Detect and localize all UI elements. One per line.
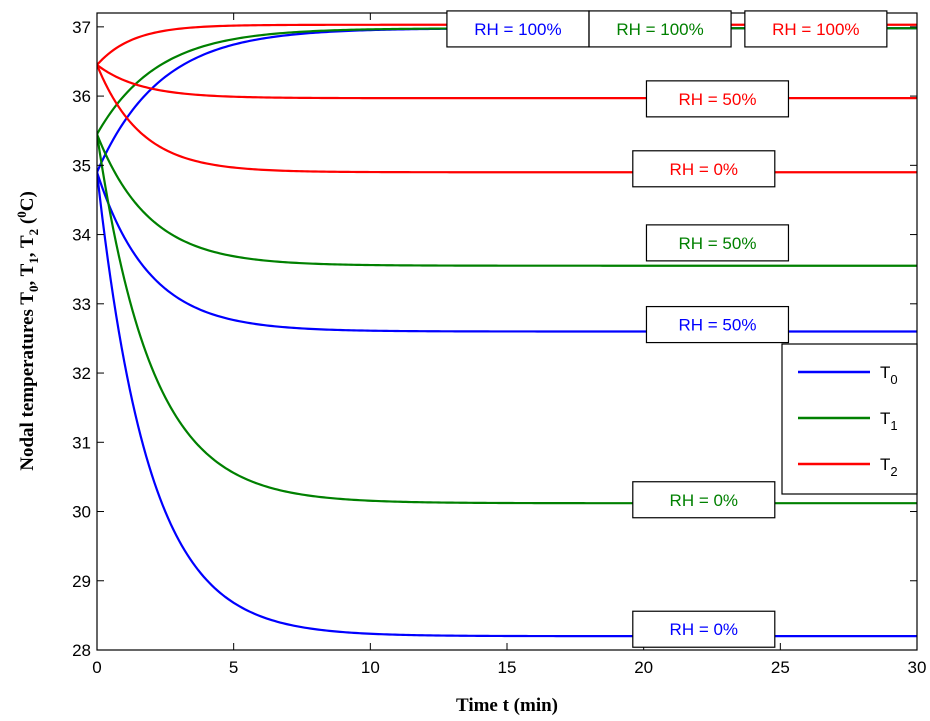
x-tick-label: 15 (498, 658, 517, 677)
x-tick-label: 25 (771, 658, 790, 677)
rh-annotation: RH = 100% (744, 10, 888, 48)
rh-annotation-box (744, 10, 888, 48)
rh-annotation-label: RH = 0% (670, 620, 739, 639)
rh-annotation: RH = 0% (632, 150, 776, 188)
y-axis-title-prefix: Nodal temperatures T (17, 292, 38, 471)
y-axis-title: Nodal temperatures T0, T1, T2 (0C) (14, 191, 41, 471)
y-tick-label: 33 (72, 295, 91, 314)
legend-label: T2 (880, 455, 898, 479)
y-tick-label: 28 (72, 641, 91, 660)
rh-annotation-box (446, 10, 590, 48)
series-line-t1-rh-0 (97, 134, 917, 505)
rh-annotation: RH = 0% (632, 481, 776, 519)
rh-annotation: RH = 50% (645, 80, 790, 118)
y-tick-label: 35 (72, 156, 91, 175)
series-line-t2-rh-0 (97, 64, 917, 174)
rh-annotation-label: RH = 50% (678, 234, 756, 253)
rh-annotation: RH = 50% (645, 224, 790, 262)
rh-annotation-box (645, 305, 790, 344)
y-axis-title-sep1: , T (17, 263, 38, 285)
rh-annotation-label: RH = 0% (670, 491, 739, 510)
y-axis-title-sub0: 0 (26, 286, 41, 293)
rh-annotation-label: RH = 0% (670, 160, 739, 179)
series-line-t1-rh-50 (97, 133, 917, 267)
rh-annotation: RH = 50% (645, 305, 790, 344)
y-axis-title-sub1: 1 (26, 257, 41, 264)
rh-annotation-label: RH = 100% (772, 20, 859, 39)
rh-annotation-label: RH = 100% (474, 20, 561, 39)
y-axis-title-unit-sup: 0 (14, 211, 29, 218)
rh-annotation-box (632, 150, 776, 188)
rh-annotation-box (632, 481, 776, 519)
rh-annotation-box (645, 224, 790, 262)
x-tick-label: 10 (361, 658, 380, 677)
x-axis-title: Time t (min) (456, 695, 558, 716)
y-tick-label: 36 (72, 87, 91, 106)
rh-annotation-box (645, 80, 790, 118)
rh-annotation-label: RH = 50% (678, 90, 756, 109)
y-tick-label: 30 (72, 503, 91, 522)
annotation-layer: RH = 100% RH = 100% RH = 100% RH = 50% RH = … (446, 10, 888, 648)
rh-annotation: RH = 100% (446, 10, 590, 48)
y-tick-label: 37 (72, 18, 91, 37)
x-tick-label: 0 (92, 658, 101, 677)
series-line-t0-rh-0 (97, 172, 917, 638)
x-tick-label: 30 (908, 658, 927, 677)
y-tick-label: 29 (72, 572, 91, 591)
y-axis-title-sub2: 2 (26, 229, 41, 236)
rh-annotation-box (588, 10, 732, 48)
x-tick-label: 5 (229, 658, 238, 677)
y-tick-label: 32 (72, 364, 91, 383)
legend: T0 T1 T2 (781, 343, 918, 495)
y-tick-label: 34 (72, 226, 91, 245)
rh-annotation: RH = 100% (588, 10, 732, 48)
x-tick-label: 20 (634, 658, 653, 677)
y-axis-title-sep2: , T (17, 235, 38, 257)
y-axis-title-unit-open: ( (17, 218, 38, 229)
y-axis-title-unit-close: C) (17, 191, 38, 211)
legend-label: T0 (880, 363, 898, 387)
rh-annotation-box (632, 610, 776, 648)
rh-annotation-label: RH = 100% (616, 20, 703, 39)
y-tick-label: 31 (72, 433, 91, 452)
rh-annotation: RH = 0% (632, 610, 776, 648)
legend-label: T1 (880, 409, 898, 433)
rh-annotation-label: RH = 50% (678, 316, 756, 335)
